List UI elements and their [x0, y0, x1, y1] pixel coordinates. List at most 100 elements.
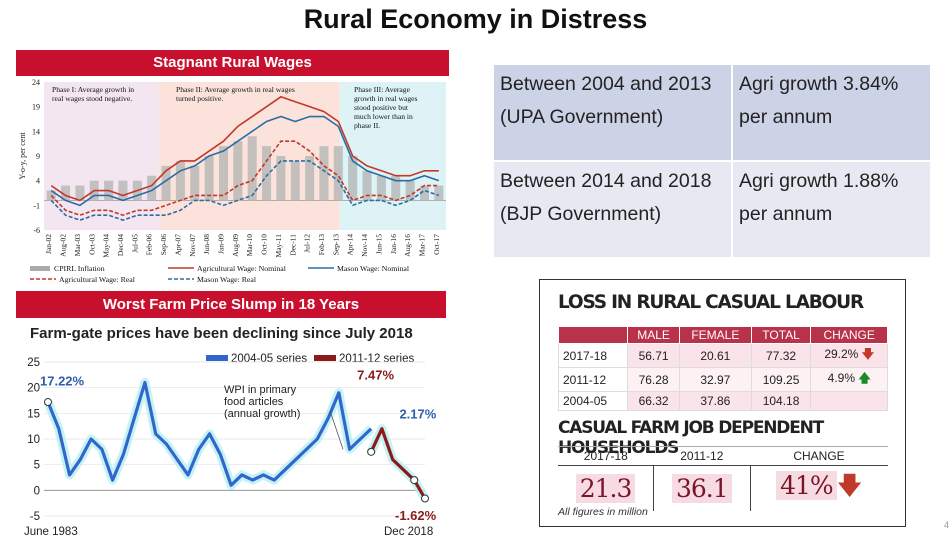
x-tick-label: Apr-07: [173, 234, 182, 256]
loss-table: MALE FEMALE TOTAL CHANGE 2017-18 56.71 2…: [557, 326, 888, 411]
total-cell: 104.18: [750, 391, 812, 411]
legend-label: 2004-05 series: [231, 353, 307, 365]
mid-marker: [410, 476, 419, 485]
cpirl-bar: [262, 146, 272, 201]
y-tick-label: 4: [36, 177, 40, 186]
cpirl-bar: [247, 136, 257, 201]
cpirl-bar: [348, 156, 358, 201]
units-note: All figures in million: [558, 506, 648, 518]
end-marker: [421, 494, 429, 503]
y-tick-label: -6: [33, 226, 40, 235]
x-tick-label: Jul-12: [303, 234, 312, 253]
x-tick-label: Dec-04: [116, 234, 125, 256]
growth-cell: Agri growth 3.84% per annum: [731, 63, 932, 162]
x-tick-label: Sep-06: [159, 234, 168, 255]
loss-title: LOSS IN RURAL CASUAL LABOUR: [558, 292, 864, 313]
hh-cell: 36.1: [653, 465, 751, 511]
x-tick-label: Oct-03: [87, 234, 96, 255]
year-cell: 2017-18: [557, 343, 629, 368]
cpirl-bar: [305, 156, 315, 201]
cpirl-bar: [75, 185, 85, 201]
table-row: 2011-12 76.28 32.97 109.25 4.9% 🡅: [557, 367, 888, 392]
x-tick-label: Aug-16: [403, 234, 412, 257]
phase1-text: Phase I: Average growth in real wages sto…: [52, 85, 134, 103]
year-cell: 2011-12: [557, 367, 629, 392]
cpirl-bar: [434, 185, 444, 201]
cpirl-bar: [190, 165, 200, 201]
cpirl-bar: [147, 175, 157, 201]
y-tick-label: -1: [33, 201, 40, 210]
farm-price-chart: Farm-gate prices have been declining sin…: [24, 325, 437, 538]
column-header: FEMALE: [678, 326, 752, 344]
column-header: [557, 326, 629, 344]
x-tick-label: Jan-02: [44, 234, 53, 254]
x-tick-label: Aug-09: [231, 234, 240, 257]
mason-nominal-line: [50, 115, 440, 207]
mason-real-line: [50, 160, 440, 221]
page-number: 4: [943, 520, 949, 530]
column-header: CHANGE: [750, 446, 888, 466]
farm-subtitle: Farm-gate prices have been declining sin…: [30, 325, 413, 342]
wages-chart: 24 19 14 9 4 -1 -6 Y-o-y, per cent Jan-02 Aug-02 M…: [18, 78, 446, 284]
x-tick-label: May-11: [274, 234, 283, 258]
arrow-down-icon: 🡇: [836, 471, 863, 500]
cpirl-bar: [233, 141, 243, 201]
cpirl-bar: [204, 156, 214, 201]
change-cell: [810, 391, 888, 411]
x-tick-label: Nov-14: [360, 234, 369, 257]
column-header: 2011-12: [653, 446, 751, 466]
change-value: 4.9%: [827, 371, 856, 385]
x-tick-label: Sep-13: [331, 234, 340, 255]
x-start-label: June 1983: [24, 526, 78, 538]
cpirl-bar: [376, 175, 386, 201]
x-tick-label: Jun-08: [202, 234, 211, 255]
start-value-label: 17.22%: [40, 374, 85, 389]
female-cell: 20.61: [678, 343, 752, 368]
legend-label: Agricultural Wage: Real: [59, 275, 136, 284]
cpirl-bar: [61, 185, 71, 201]
cpirl-bar: [175, 160, 185, 201]
cpirl-bar: [161, 165, 171, 201]
hh-value: 41%: [776, 471, 837, 500]
rural-labour-box: LOSS IN RURAL CASUAL LABOUR MALE FEMALE …: [539, 279, 906, 527]
hh-cell: 21.3: [558, 465, 655, 511]
total-cell: 77.32: [750, 343, 812, 368]
agri-nominal-line: [50, 95, 439, 202]
farm-panel-header: Worst Farm Price Slump in 18 Years: [16, 291, 446, 318]
x-tick-label: Mar-03: [73, 234, 82, 257]
start-marker: [44, 398, 52, 407]
x-tick-label: Jan-16: [389, 234, 398, 254]
change-cell: 29.2% 🡇: [810, 343, 888, 368]
x-tick-label: Jan-09: [216, 234, 225, 254]
x-tick-label: Aug-02: [59, 234, 68, 257]
y-tick-label: 20: [27, 383, 40, 395]
y-tick-label: 0: [34, 485, 40, 497]
arrow-up-icon: 🡅: [858, 371, 871, 385]
table-row: Between 2014 and 2018 (BJP Government) A…: [492, 160, 932, 259]
y-tick-label: 24: [32, 78, 40, 87]
cpirl-bar: [46, 190, 56, 201]
table-row: 21.3 36.1 41% 🡇: [558, 465, 888, 512]
x-tick-label: Jul-05: [130, 234, 139, 253]
column-header: TOTAL: [750, 326, 812, 344]
change-value: 29.2%: [824, 347, 859, 361]
legend-2011-swatch: [314, 355, 336, 361]
y-axis-label: Y-o-y, per cent: [18, 132, 27, 180]
legend-2004-swatch: [206, 355, 228, 361]
male-cell: 56.71: [627, 343, 680, 368]
phase2-text: Phase II: Average growth in real wages tu…: [176, 85, 295, 103]
period-cell: Between 2004 and 2013 (UPA Government): [492, 63, 733, 162]
peak-value-label: 7.47%: [357, 368, 394, 383]
table-row: Between 2004 and 2013 (UPA Government) A…: [492, 63, 932, 162]
legend-label: Mason Wage: Nominal: [337, 264, 410, 273]
column-header: MALE: [627, 326, 680, 344]
male-cell: 66.32: [627, 391, 680, 411]
y-tick-label: 14: [32, 127, 40, 136]
y-tick-label: 15: [27, 408, 40, 420]
hh-cell: 41% 🡇: [750, 466, 888, 512]
legend-label: Agricultural Wage: Nominal: [197, 264, 287, 273]
cpirl-bar: [319, 146, 329, 201]
year-cell: 2004-05: [557, 391, 629, 411]
legend-label: CPIRL Inflation: [54, 264, 105, 273]
arrow-down-icon: 🡇: [861, 347, 875, 361]
